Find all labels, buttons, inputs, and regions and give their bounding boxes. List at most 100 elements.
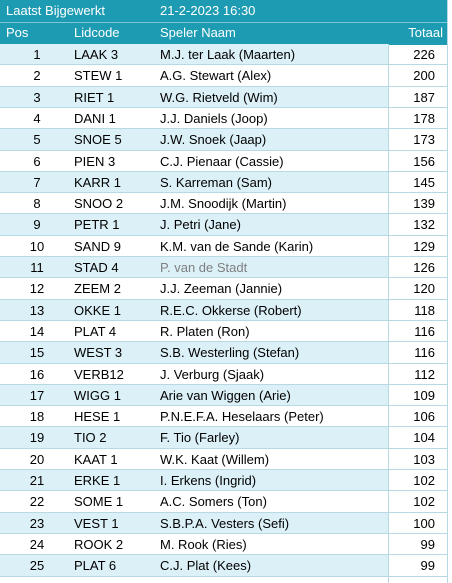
position: 19 [29, 430, 45, 446]
position: 10 [29, 238, 45, 254]
total: 126 [413, 260, 435, 275]
player-name: S. Karreman (Sam) [160, 174, 272, 190]
total: 120 [413, 281, 435, 297]
total: 156 [413, 153, 435, 169]
row-border [0, 447, 447, 449]
row-border [0, 575, 447, 577]
member-code: PLAT 6 [74, 558, 117, 574]
column-header: Lidcode [74, 25, 120, 40]
player-name: J.W. Snoek (Jaap) [160, 132, 267, 148]
player-name: M.J. ter Laak (Maarten) [160, 47, 296, 62]
member-code: LAAK 3 [74, 47, 119, 62]
player-name: J. Petri (Jane) [160, 217, 241, 233]
total: 226 [413, 47, 435, 62]
row-border [0, 426, 447, 428]
total: 139 [413, 196, 435, 212]
position: 21 [29, 473, 45, 488]
player-name: J.M. Snoodijk (Martin) [160, 196, 287, 212]
total: 106 [413, 409, 435, 425]
total: 102 [413, 494, 435, 510]
row-stripe [0, 512, 388, 534]
position: 24 [29, 536, 45, 552]
row-border [0, 341, 447, 343]
member-code: ERKE 1 [74, 473, 121, 488]
header-row [0, 22, 447, 45]
player-name: S.B. Westerling (Stefan) [160, 345, 300, 361]
row-border [0, 213, 447, 215]
member-code: ZEEM 2 [74, 281, 121, 297]
member-code: SNOO 2 [74, 196, 124, 212]
member-code: DANI 1 [74, 110, 116, 126]
player-name: R.E.C. Okkerse (Robert) [160, 302, 302, 318]
total: 200 [413, 68, 435, 84]
row-stripe [0, 384, 388, 406]
column-header: Totaal [408, 25, 443, 40]
row-border [0, 277, 447, 279]
total: 112 [414, 366, 435, 382]
row-border [0, 469, 447, 470]
row-stripe [0, 214, 388, 236]
position: 11 [30, 260, 44, 275]
position: 25 [29, 558, 45, 574]
total: 116 [414, 323, 435, 339]
position: 20 [29, 451, 45, 467]
member-code: TIO 2 [74, 430, 107, 446]
position: 22 [29, 494, 45, 510]
total: 99 [420, 536, 435, 552]
member-code: SNOE 5 [74, 132, 122, 148]
player-name: Arie van Wiggen (Arie) [160, 387, 291, 403]
position: 16 [29, 366, 45, 382]
row-border [0, 511, 447, 513]
row-border [0, 106, 447, 108]
player-name: K.M. van de Sande (Karin) [160, 238, 314, 254]
row-border [0, 170, 447, 172]
title-bar [0, 0, 447, 22]
column-border [447, 0, 448, 583]
row-stripe [0, 427, 388, 449]
row-stripe [0, 555, 388, 577]
player-name: J.J. Zeeman (Jannie) [160, 281, 283, 297]
row-border [0, 256, 447, 257]
column-header: Speler Naam [160, 25, 236, 40]
member-code: STEW 1 [74, 68, 123, 84]
row-border [0, 490, 447, 492]
row-border [0, 85, 447, 87]
member-code: KARR 1 [74, 174, 121, 190]
total: 109 [413, 387, 435, 403]
position: 1 [33, 47, 41, 62]
player-name: W.K. Kaat (Willem) [160, 451, 270, 467]
member-code: HESE 1 [74, 409, 121, 425]
row-stripe [0, 171, 388, 193]
row-stripe [0, 86, 388, 108]
member-code: PLAT 4 [74, 323, 117, 339]
total: 104 [413, 430, 435, 446]
row-border [0, 405, 447, 407]
member-code: PIEN 3 [74, 153, 116, 169]
row-border [0, 532, 447, 534]
member-code: WIGG 1 [74, 387, 121, 403]
position: 23 [29, 515, 45, 531]
member-code: VERB12 [74, 366, 124, 382]
row-border [0, 234, 447, 236]
total: 118 [414, 302, 435, 318]
position: 18 [29, 409, 45, 425]
player-name: R. Platen (Ron) [160, 323, 250, 339]
total: 116 [414, 345, 435, 361]
position: 5 [33, 132, 41, 148]
member-code: VEST 1 [74, 515, 119, 531]
player-name: F. Tio (Farley) [160, 430, 240, 446]
column-border [388, 44, 389, 583]
player-name: P. van de Stadt [160, 260, 248, 275]
member-code: SAND 9 [74, 238, 121, 254]
total: 129 [413, 238, 435, 254]
row-border [0, 128, 447, 130]
position: 7 [33, 174, 41, 190]
row-border [0, 554, 447, 556]
total: 100 [413, 515, 435, 531]
player-name: P.N.E.F.A. Heselaars (Peter) [160, 409, 324, 425]
total: 102 [413, 473, 435, 488]
position: 14 [29, 323, 45, 339]
position: 13 [29, 302, 45, 318]
player-name: J. Verburg (Sjaak) [160, 366, 265, 382]
